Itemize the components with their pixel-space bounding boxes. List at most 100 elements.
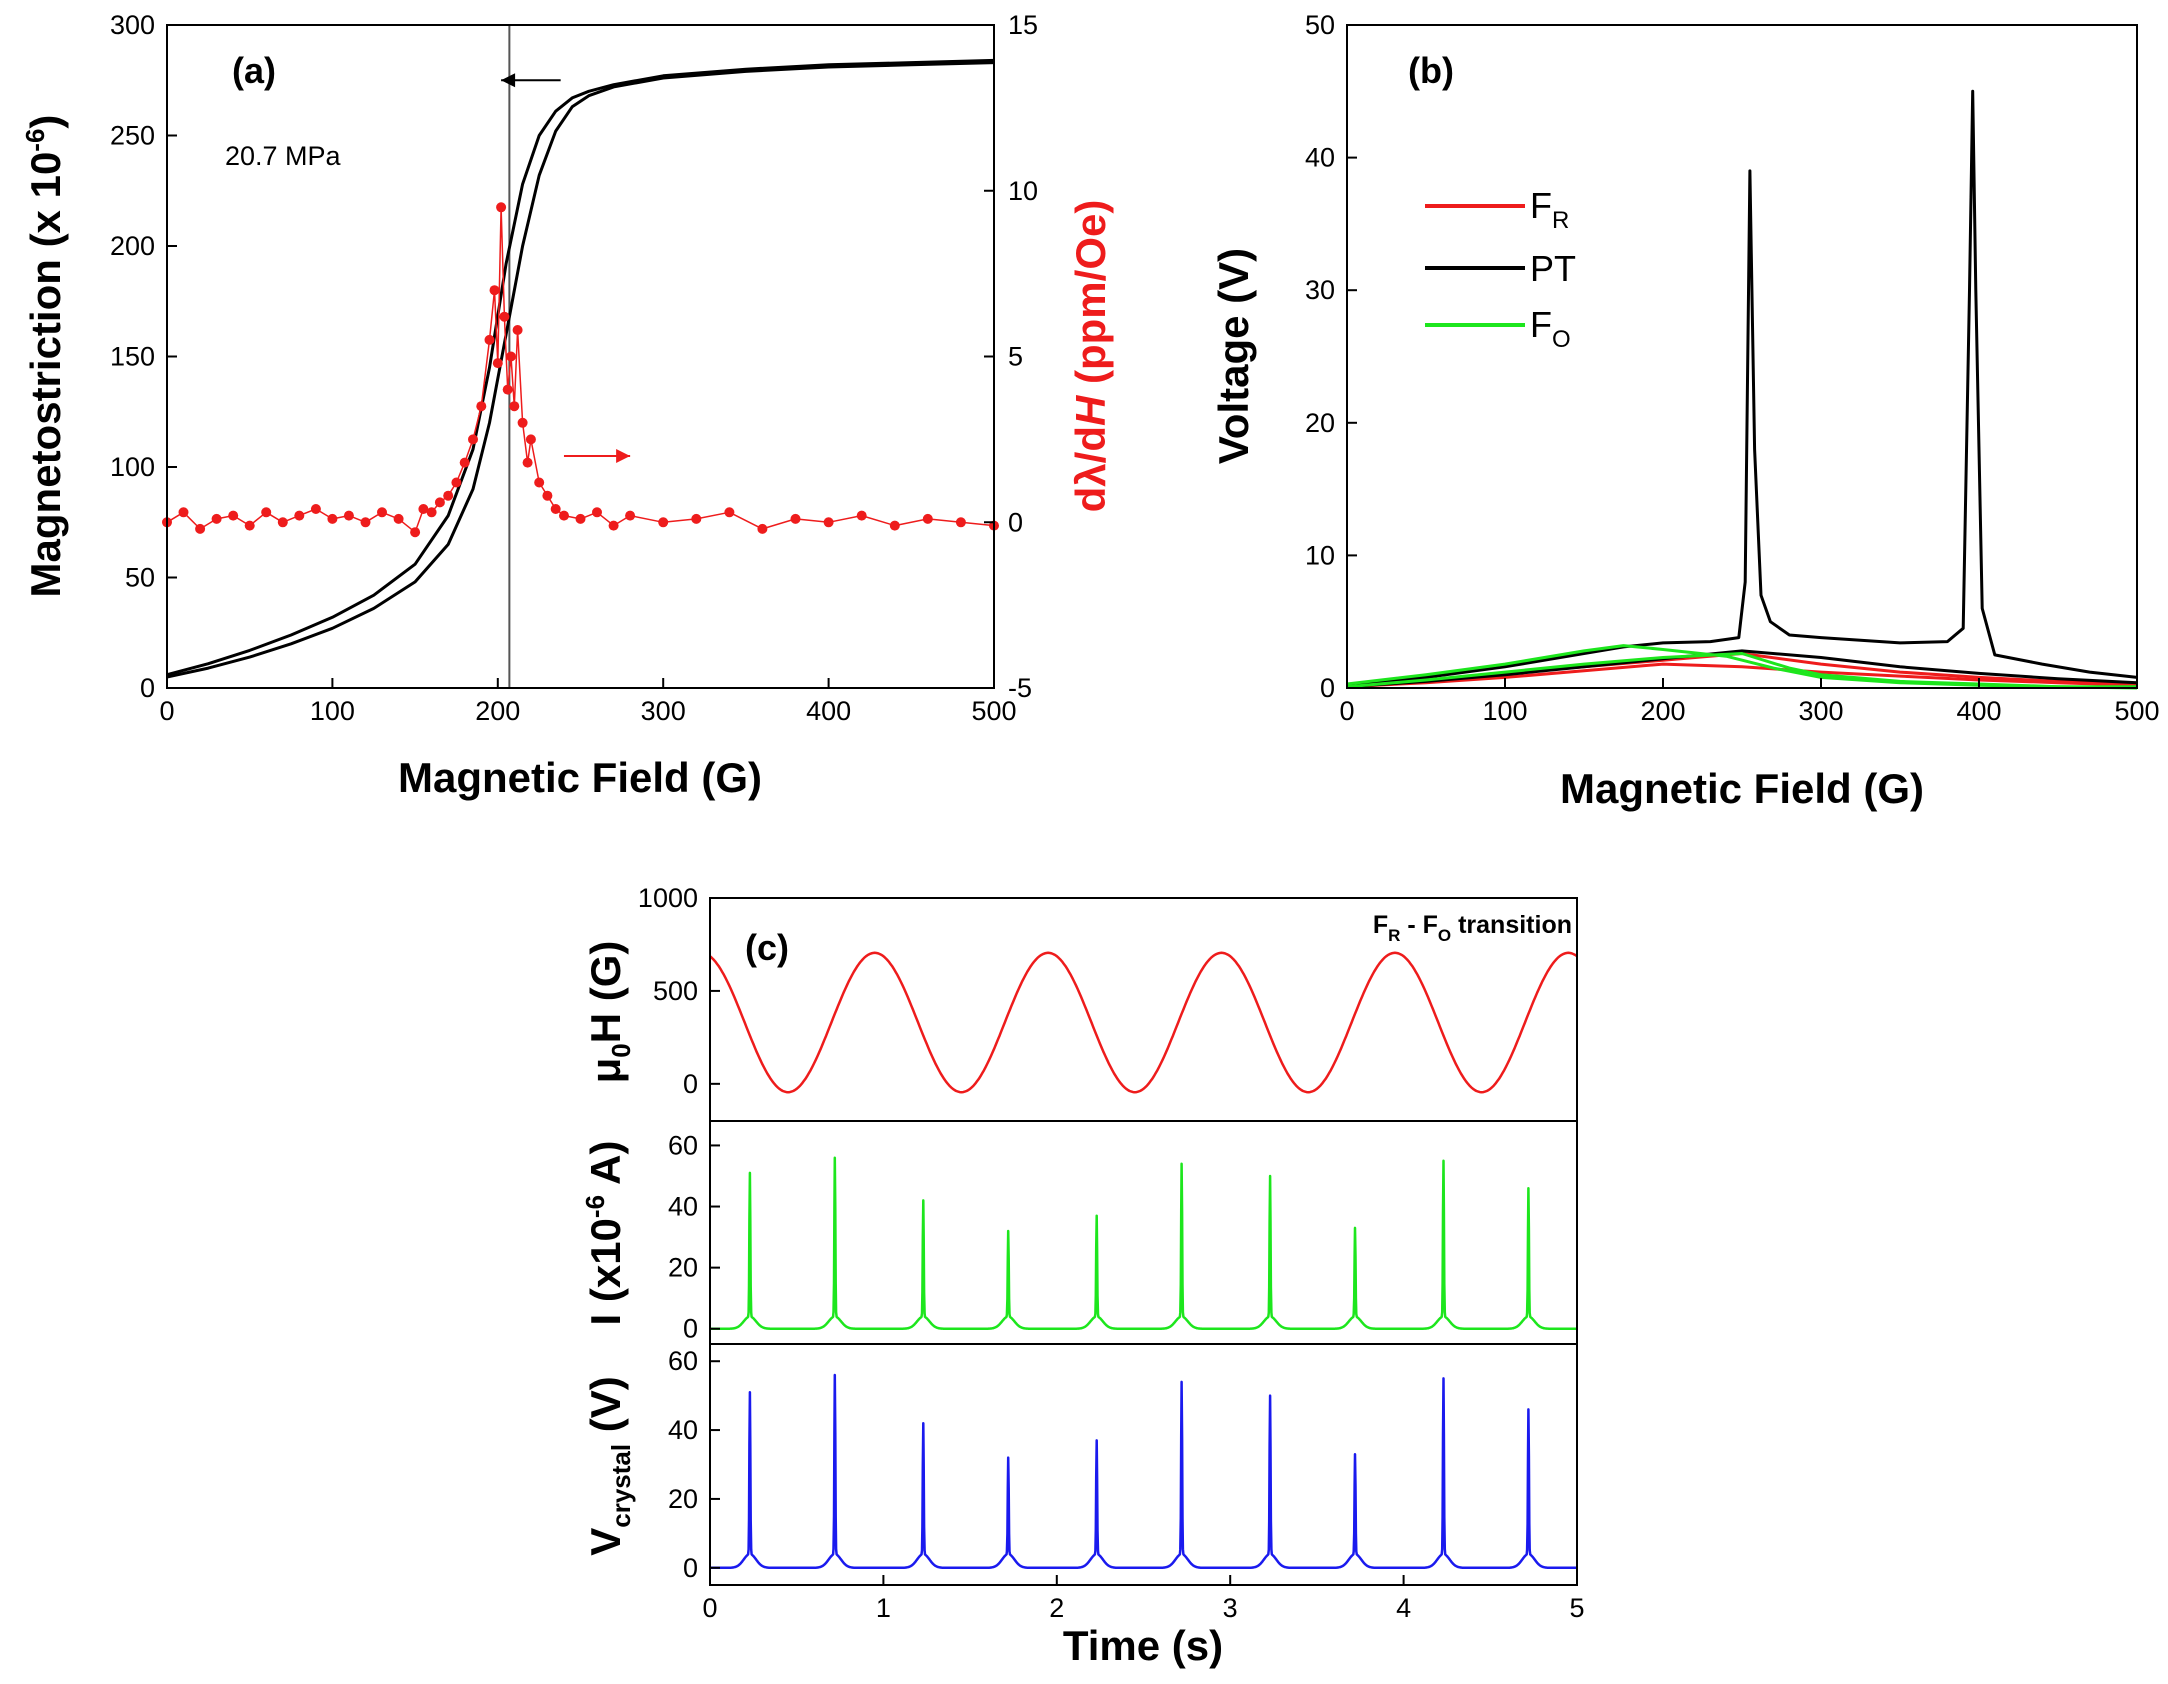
panel-c-annot-prefix: F [1373,911,1388,939]
panel-b-y-axis-title: Voltage (V) [1210,248,1257,464]
panel-c-bottom-y-title-v: V [582,1528,629,1556]
panel-a-x-axis-title: Magnetic Field (G) [398,754,762,801]
panel-a-y-tick-label: 50 [125,563,155,593]
panel-a-magnetostriction: 0 100 200 300 400 500 0 50 100 150 200 250 300 -5 0 5… [20,10,1114,801]
panel-b-y-tick-label: 30 [1305,275,1335,305]
panel-b-x-ticks: 0 100 200 300 400 500 [1339,678,2160,726]
panel-c-x-axis-title: Time (s) [1063,1622,1223,1669]
panel-a-y-axis-title-sup: -6 [20,129,50,152]
panel-a-y-tick-label: 0 [140,673,155,703]
panel-a-x-tick-label: 100 [310,696,355,726]
panel-b-y-tick-label: 50 [1305,10,1335,40]
panel-a-y2-y-tick-label: -5 [1008,673,1032,703]
panel-c-top-y-title-mu: μ [582,1058,629,1084]
panel-c-x-tick-label: 5 [1569,1593,1584,1623]
panel-c-bottom-plot [709,1373,1578,1570]
panel-c-bottom-y-title-end: (V) [582,1376,629,1444]
panel-c-x-tick-label: 4 [1396,1593,1411,1623]
panel-c-transition-annotation: FR - FO transition [1373,911,1572,945]
legend-label-fo-text: F [1530,304,1552,345]
panel-c-annot-sub2: O [1438,926,1451,945]
panel-a-x-tick-label: 400 [806,696,851,726]
panel-a-stress-annotation: 20.7 MPa [225,141,342,171]
panel-a-dlambda-trace [166,206,995,533]
panel-c-x-tick-label: 2 [1049,1593,1064,1623]
panel-c-bottom-y-ticks: 0 20 40 60 [668,1346,720,1583]
panel-b-frame [1346,24,2138,689]
panel-a-y-tick-label: 300 [110,10,155,40]
panel-c-middle-plot [709,1156,1578,1330]
panel-c-label: (c) [745,927,789,968]
panel-a-y2-y-tick-label: 15 [1008,10,1038,40]
panel-a-y-axis-title-text: Magnetostriction (x 10 [22,152,69,598]
panel-c-x-tick-label: 3 [1223,1593,1238,1623]
panel-b-series-1 [1346,662,2138,689]
panel-b-y-tick-label: 0 [1320,673,1335,703]
panel-c-top-plot [709,951,1578,1094]
panel-b-series-2 [1346,89,2138,687]
panel-a-y-axis-title: Magnetostriction (x 10-6) [20,115,69,598]
panel-a-arrow-head-right [616,448,631,463]
panel-b-x-axis-title: Magnetic Field (G) [1560,765,1924,812]
panel-c-annot-sub1: R [1388,926,1400,945]
panel-b-x-tick-label: 300 [1798,696,1843,726]
panel-a-magnetostriction-curve-0 [166,61,995,679]
panel-b-x-tick-label: 400 [1956,696,2001,726]
panel-c-middle-y-title: I (x10-6 A) [580,1141,629,1326]
panel-c-c-top-y-tick-label: 0 [683,1069,698,1099]
panel-b-y-tick-label: 40 [1305,143,1335,173]
panel-a-y-axis-title-end: ) [22,115,69,129]
panel-c-c-middle-y-tick-label: 40 [668,1192,698,1222]
panel-b-x-tick-label: 500 [2114,696,2159,726]
panel-a-y-tick-label: 250 [110,121,155,151]
panel-c-c-middle-trace [709,1156,1578,1330]
panel-a-x-ticks: 0 100 200 300 400 500 [159,678,1017,726]
panel-c-c-bottom-y-tick-label: 0 [683,1553,698,1583]
panel-b-y-tick-label: 20 [1305,408,1335,438]
panel-a-y2-y-tick-label: 5 [1008,342,1023,372]
panel-a-label: (a) [232,50,276,91]
panel-a-x-tick-label: 500 [971,696,1016,726]
panel-c-middle-frame [709,1120,1578,1345]
panel-b-legend: FR PT FO [1425,185,1576,353]
panel-c-c-bottom-y-tick-label: 60 [668,1346,698,1376]
legend-label-pt: PT [1530,248,1576,289]
panel-b-series-5 [1346,652,2138,690]
legend-label-fr-text: F [1530,185,1552,226]
panel-a-frame [166,24,995,689]
panel-a-plot-area [162,25,999,688]
panel-c-middle-y-ticks: 0 20 40 60 [668,1130,720,1344]
legend-label-fr-sub: R [1552,207,1569,234]
panel-b-x-tick-label: 200 [1640,696,1685,726]
panel-c-top-y-title: μ0H (G) [582,941,636,1084]
legend-label-fr: FR [1530,185,1569,234]
panel-c-time-series: 0 1 2 3 4 5 0 500 1000 0 20 40 60 0 20 40 60 (c) FR -… [580,883,1585,1669]
panel-c-bottom-y-title: Vcrystal (V) [582,1376,636,1556]
panel-a-x-tick-label: 200 [475,696,520,726]
panel-a-x-tick-label: 300 [641,696,686,726]
panel-b-label: (b) [1408,50,1454,91]
panel-b-y-tick-label: 10 [1305,540,1335,570]
panel-c-x-tick-label: 1 [876,1593,891,1623]
panel-c-c-top-y-tick-label: 500 [653,976,698,1006]
panel-c-c-middle-y-tick-label: 0 [683,1314,698,1344]
panel-c-c-top-y-tick-label: 1000 [638,883,698,913]
panel-c-top-y-title-end: H (G) [582,941,629,1044]
panel-c-middle-y-title-sup: -6 [580,1195,610,1218]
panel-a-y-tick-label: 200 [110,231,155,261]
panel-a-y2-y-tick-label: 0 [1008,507,1023,537]
panel-c-c-top-trace [709,951,1578,1094]
panel-a-y2-axis-title-suffix: (ppm/Oe) [1067,200,1114,396]
panel-c-x-ticks: 0 1 2 3 4 5 [702,1575,1585,1623]
panel-a-y2-axis-title: dλ/dH (ppm/Oe) [1067,200,1114,513]
panel-a-arrow-head-left [501,73,516,88]
legend-label-fo-sub: O [1552,326,1571,353]
panel-c-top-y-ticks: 0 500 1000 [638,883,720,1099]
panel-c-c-middle-y-tick-label: 20 [668,1253,698,1283]
panel-c-x-tick-label: 0 [702,1593,717,1623]
panel-a-y2-axis-title-prefix: dλ/d [1067,426,1114,512]
panel-c-bottom-y-title-sub: crystal [606,1444,636,1528]
panel-c-annot-suffix: transition [1451,911,1572,939]
